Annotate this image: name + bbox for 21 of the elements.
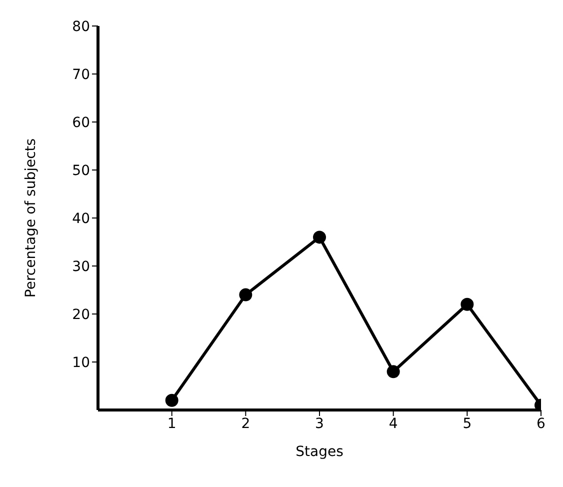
point [460, 298, 474, 311]
y-tick-label: 40 [72, 210, 90, 227]
x-tick-label: 1 [167, 416, 176, 432]
x-tick-label: 3 [315, 416, 324, 432]
y-tick-label: 70 [72, 66, 90, 83]
y-tick-label: 80 [72, 18, 90, 35]
x-tick-label: 2 [241, 416, 250, 432]
y-axis-title: Percentage of subjects [22, 138, 39, 298]
x-axis-title: Stages [296, 444, 344, 460]
y-tick-label: 60 [72, 114, 90, 131]
point [313, 230, 326, 244]
y-tick-label: 30 [72, 258, 90, 275]
x-tick-label: 4 [388, 416, 398, 432]
y-tick-label: 50 [72, 162, 90, 179]
x-tick-label: 5 [462, 416, 472, 432]
point [239, 288, 252, 302]
y-tick-label: 20 [72, 306, 90, 323]
point [386, 365, 400, 378]
point [165, 394, 178, 407]
x-tick-label: 6 [536, 416, 546, 432]
y-tick-label: 10 [72, 354, 90, 371]
